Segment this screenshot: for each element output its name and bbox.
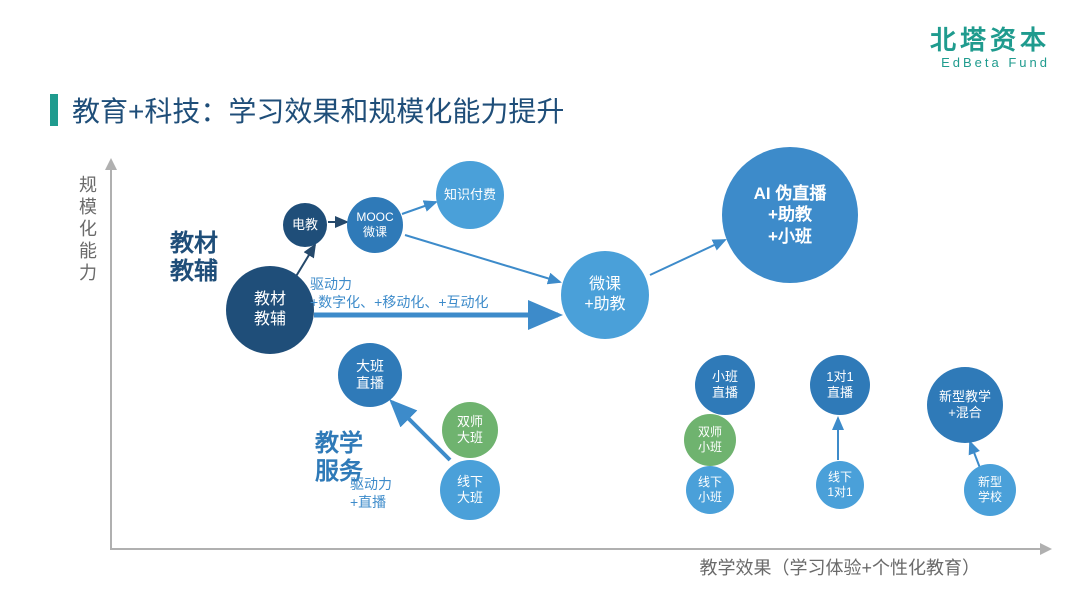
arrow: [402, 202, 436, 214]
annotation-text: 驱动力 +数字化、+移动化、+互动化: [310, 275, 489, 311]
bubble-node: MOOC微课: [347, 197, 403, 253]
annotation-text: 驱动力 +直播: [350, 475, 392, 511]
title-accent: [50, 94, 58, 126]
bubble-node: 知识付费: [436, 161, 504, 229]
brand-logo: 北塔资本 EdBeta Fund: [930, 20, 1050, 70]
x-axis: [110, 548, 1050, 550]
category-label: 教材 教辅: [170, 230, 218, 285]
bubble-node: 新型学校: [964, 464, 1016, 516]
bubble-chart: 规模化能力 教学效果（学习体验+个性化教育） 教材教辅 电教 MOOC微课知识付费微…: [70, 160, 1050, 580]
bubble-node: 微课+助教: [561, 251, 649, 339]
bubble-node: 新型教学+混合: [927, 367, 1003, 443]
bubble-node: AI 伪直播+助教+小班: [722, 147, 858, 283]
bubble-node: 双师小班: [684, 414, 736, 466]
y-axis: [110, 160, 112, 550]
title-text: 教育+科技：学习效果和规模化能力提升: [72, 90, 564, 130]
page-title: 教育+科技：学习效果和规模化能力提升: [50, 90, 564, 130]
bubble-node: 大班直播: [338, 343, 402, 407]
arrow: [970, 442, 980, 468]
arrow-layer: [70, 160, 1050, 580]
bubble-node: 1对1直播: [810, 355, 870, 415]
bubble-node: 电教: [283, 203, 327, 247]
bubble-node: 双师大班: [442, 402, 498, 458]
y-axis-label: 规模化能力: [74, 175, 100, 285]
logo-en: EdBeta Fund: [930, 55, 1050, 70]
bubble-node: 线下小班: [686, 466, 734, 514]
bubble-node: 教材教辅: [226, 266, 314, 354]
arrow: [650, 240, 725, 275]
bubble-node: 线下大班: [440, 460, 500, 520]
logo-cn: 北塔资本: [930, 20, 1050, 57]
arrow: [295, 245, 315, 278]
x-axis-label: 教学效果（学习体验+个性化教育）: [699, 554, 980, 580]
bubble-node: 线下1对1: [816, 461, 864, 509]
bubble-node: 小班直播: [695, 355, 755, 415]
